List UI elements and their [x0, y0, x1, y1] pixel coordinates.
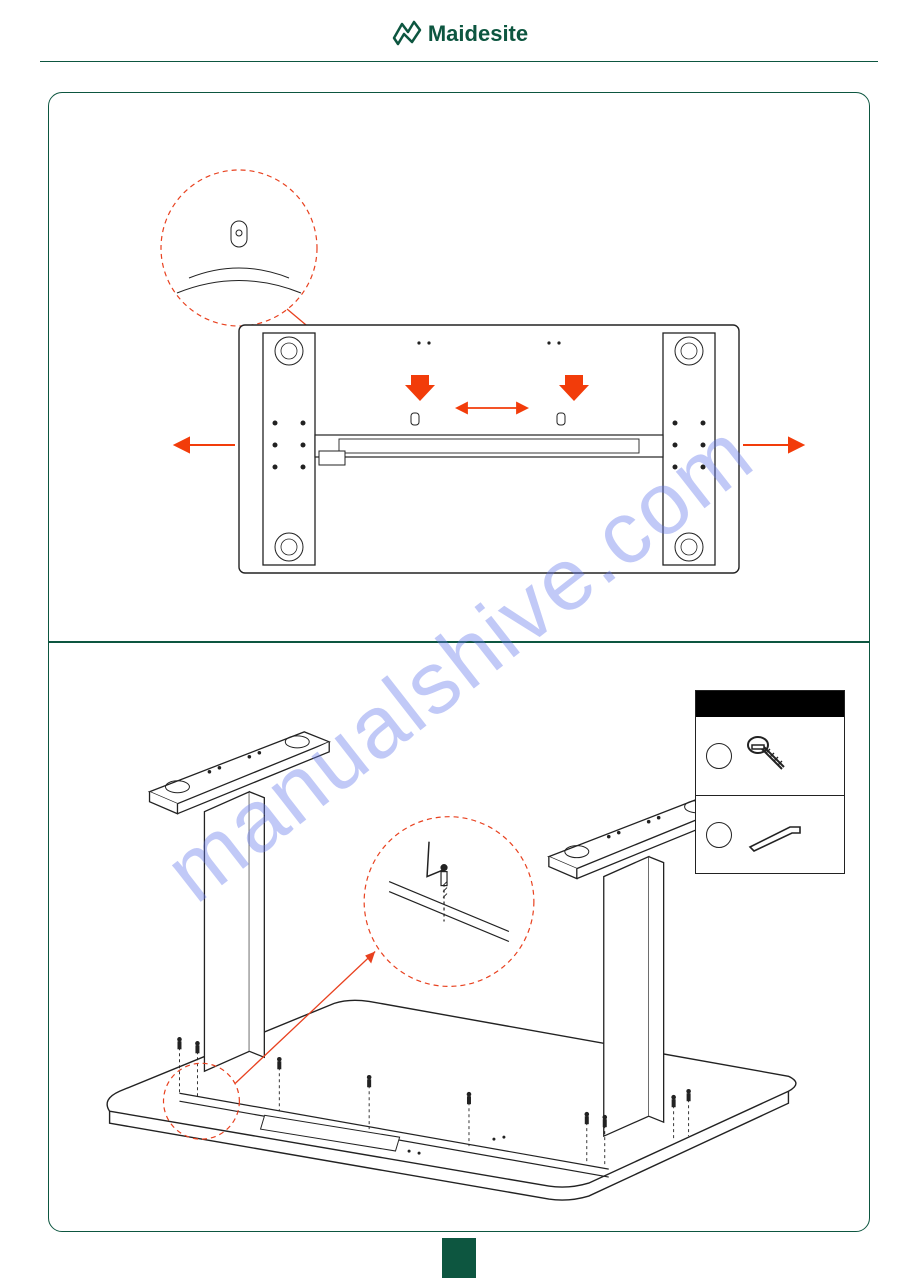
- top-diagram: [49, 93, 869, 641]
- parts-box-header: [696, 691, 844, 717]
- parts-box: [695, 690, 845, 874]
- brand-name: Maidesite: [428, 21, 528, 47]
- page-header: Maidesite: [0, 0, 918, 61]
- parts-label-circle: [706, 822, 732, 848]
- bottom-diagram-panel: [49, 642, 869, 1231]
- parts-row-hexkey: [696, 795, 844, 873]
- instruction-frame: manualshive.com: [48, 92, 870, 1232]
- brand: Maidesite: [390, 20, 528, 48]
- header-divider: [40, 61, 878, 62]
- parts-row-screw: [696, 717, 844, 795]
- hex-key-icon: [742, 815, 812, 855]
- brand-logo-icon: [390, 20, 422, 48]
- screw-icon: [742, 731, 792, 781]
- parts-label-circle: [706, 743, 732, 769]
- top-diagram-panel: [49, 93, 869, 641]
- page-number-badge: [442, 1238, 476, 1278]
